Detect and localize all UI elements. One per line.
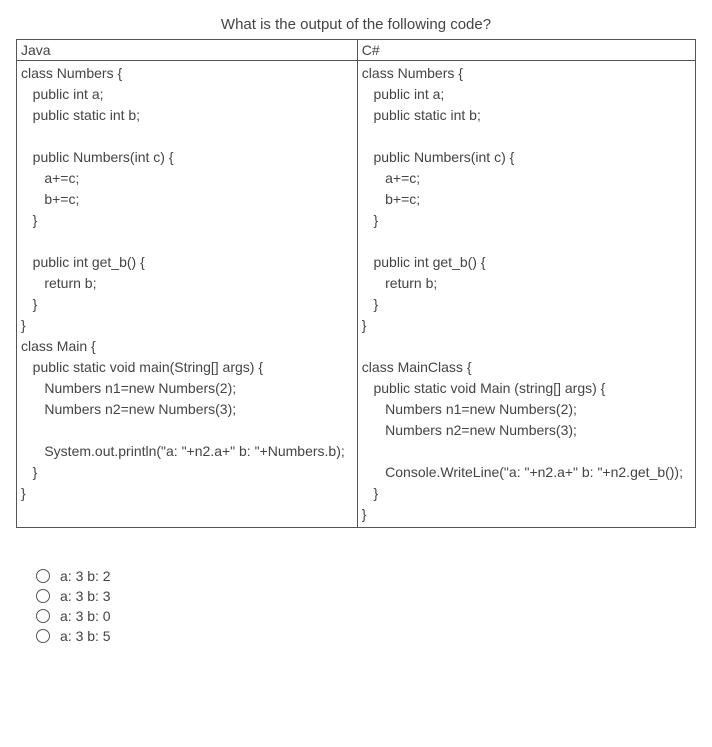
option-label: a: 3 b: 2 <box>60 568 111 584</box>
option-row[interactable]: a: 3 b: 3 <box>36 588 696 604</box>
radio-icon[interactable] <box>36 569 50 583</box>
answer-options: a: 3 b: 2 a: 3 b: 3 a: 3 b: 0 a: 3 b: 5 <box>36 568 696 644</box>
table-header-csharp: C# <box>357 40 695 61</box>
option-label: a: 3 b: 5 <box>60 628 111 644</box>
code-comparison-table: Java C# class Numbers { public int a; pu… <box>16 39 696 528</box>
radio-icon[interactable] <box>36 609 50 623</box>
option-row[interactable]: a: 3 b: 0 <box>36 608 696 624</box>
option-row[interactable]: a: 3 b: 2 <box>36 568 696 584</box>
option-label: a: 3 b: 0 <box>60 608 111 624</box>
question-title: What is the output of the following code… <box>16 16 696 33</box>
csharp-code-cell: class Numbers { public int a; public sta… <box>357 61 695 528</box>
option-row[interactable]: a: 3 b: 5 <box>36 628 696 644</box>
option-label: a: 3 b: 3 <box>60 588 111 604</box>
java-code-cell: class Numbers { public int a; public sta… <box>17 61 358 528</box>
radio-icon[interactable] <box>36 629 50 643</box>
radio-icon[interactable] <box>36 589 50 603</box>
table-header-java: Java <box>17 40 358 61</box>
